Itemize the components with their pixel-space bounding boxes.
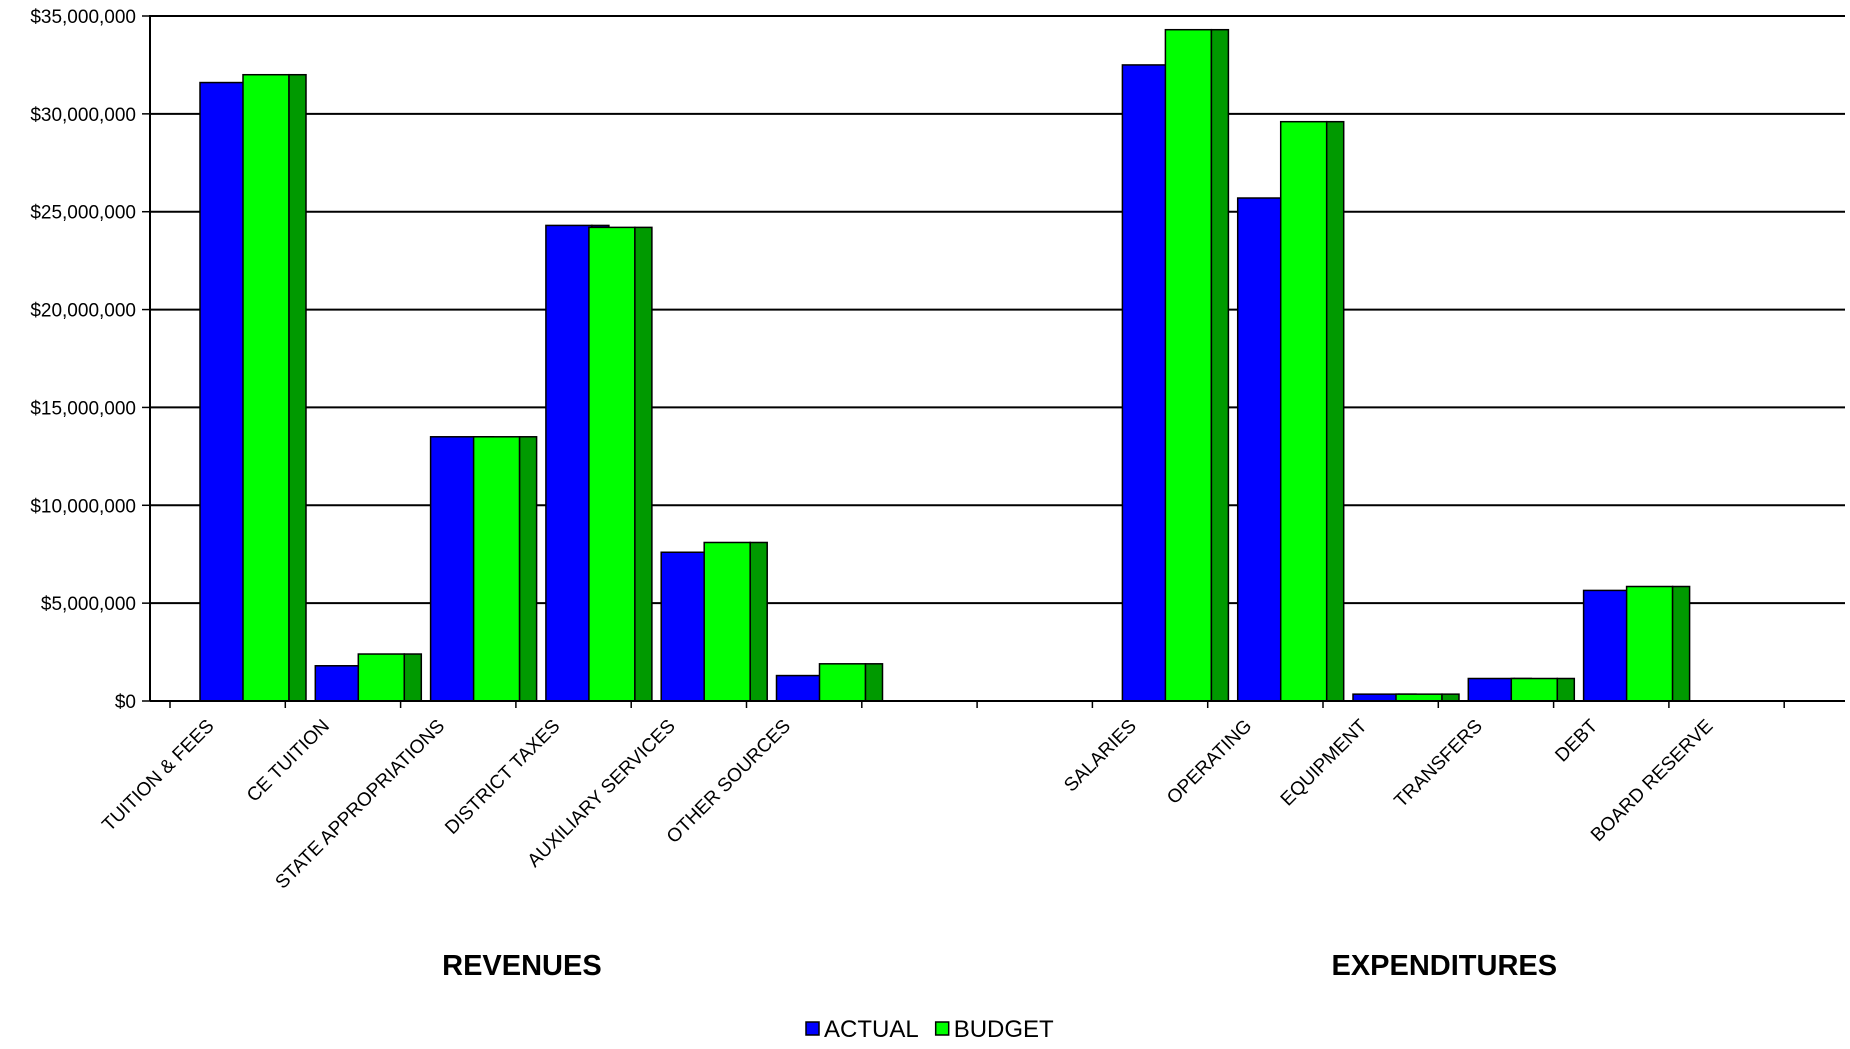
legend-label: BUDGET xyxy=(954,1016,1054,1043)
bar-side xyxy=(1325,120,1345,702)
bar-side xyxy=(518,436,538,702)
bar-budget xyxy=(1510,677,1576,702)
y-tick-label: $30,000,000 xyxy=(30,105,136,126)
x-category-label: DISTRICT TAXES xyxy=(441,716,564,839)
bar-face xyxy=(1582,589,1631,702)
x-category-label: CE TUITION xyxy=(243,716,334,807)
group-label-revenues: REVENUES xyxy=(442,950,602,982)
bar-budget xyxy=(703,541,768,702)
bar-face xyxy=(588,226,636,702)
bar-face xyxy=(242,73,290,702)
bar-face xyxy=(545,224,593,702)
bar-face xyxy=(1510,677,1559,702)
x-category-label: DEBT xyxy=(1551,715,1602,766)
x-category-label: BOARD RESERVE xyxy=(1587,716,1717,846)
x-category-label: SALARIES xyxy=(1060,716,1141,797)
bars xyxy=(199,28,1691,702)
legend-label: ACTUAL xyxy=(824,1016,919,1043)
bar-side xyxy=(1441,693,1460,702)
y-tick-label: $15,000,000 xyxy=(30,398,136,419)
bar-side xyxy=(403,653,423,702)
bar-budget xyxy=(1279,120,1345,702)
y-axis-tick-labels: $0 $5,000,000 $10,000,000 $15,000,000 $20,00… xyxy=(30,7,136,713)
bar-side xyxy=(634,226,653,702)
group-labels: REVENUES EXPENDITURES xyxy=(442,950,1557,982)
bar-budget xyxy=(1625,585,1691,702)
bar-face xyxy=(1164,28,1213,702)
bar-face xyxy=(703,541,751,702)
y-tick-label: $20,000,000 xyxy=(30,301,136,322)
y-tick-label: $10,000,000 xyxy=(30,496,136,517)
bar-face xyxy=(429,436,478,702)
bar-side xyxy=(1210,28,1230,702)
legend-swatch xyxy=(934,1021,950,1036)
x-category-label: EQUIPMENT xyxy=(1277,715,1372,810)
bar-face xyxy=(199,81,247,702)
y-tick-label: $25,000,000 xyxy=(30,203,136,224)
gridlines xyxy=(150,15,1845,605)
bar-face xyxy=(314,665,363,702)
bar-budget xyxy=(1164,28,1230,702)
bar-face xyxy=(818,663,867,702)
bar-face xyxy=(1625,585,1674,702)
bar-budget xyxy=(588,226,653,702)
bar-face xyxy=(660,551,708,702)
bar-side xyxy=(288,73,307,702)
y-tick-label: $0 xyxy=(115,692,136,713)
bar-face xyxy=(775,674,824,702)
bar-face xyxy=(1467,677,1516,702)
group-label-expenditures: EXPENDITURES xyxy=(1331,950,1557,982)
bar-side xyxy=(1556,677,1576,702)
legend-swatch xyxy=(805,1021,820,1036)
axes xyxy=(142,15,1845,708)
x-category-label: OTHER SOURCES xyxy=(663,716,795,848)
bar-face xyxy=(1236,197,1285,702)
bar-budget xyxy=(472,436,538,702)
bar-face xyxy=(1279,120,1328,702)
bar-face xyxy=(1121,64,1170,702)
bar-face xyxy=(1395,693,1443,702)
bar-budget xyxy=(357,653,423,702)
legend-item-budget: BUDGET xyxy=(934,1016,1054,1043)
x-category-label: TRANSFERS xyxy=(1391,716,1487,812)
bar-budget xyxy=(1395,693,1460,702)
bar-side xyxy=(864,663,884,702)
x-category-label: OPERATING xyxy=(1163,716,1256,809)
bar-budget xyxy=(242,73,307,702)
bar-face xyxy=(472,436,521,702)
legend: ACTUAL BUDGET xyxy=(805,1016,1054,1043)
legend-item-actual: ACTUAL xyxy=(805,1016,919,1043)
bar-budget xyxy=(818,663,884,702)
bar-side xyxy=(749,541,768,702)
bar-side xyxy=(1671,585,1691,702)
bar-face xyxy=(357,653,406,702)
y-tick-label: $35,000,000 xyxy=(30,7,136,28)
bar-face xyxy=(1352,693,1400,702)
x-category-label: TUITION & FEES xyxy=(98,716,218,836)
y-tick-label: $5,000,000 xyxy=(41,594,136,615)
